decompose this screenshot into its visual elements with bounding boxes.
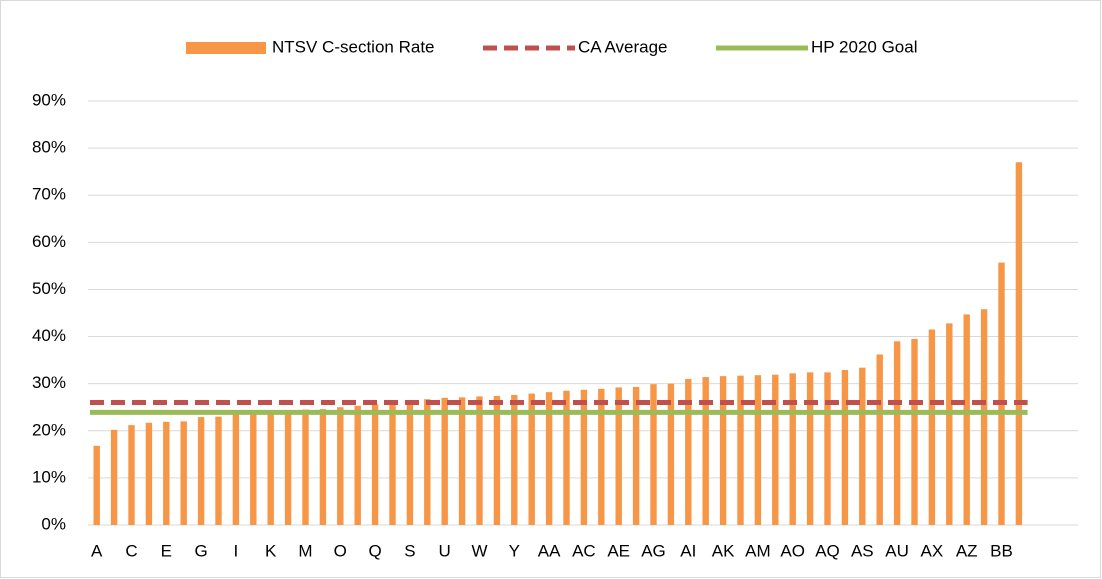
x-tick-label: O [334,541,347,560]
bar [980,309,988,525]
bar [476,396,483,525]
bar [371,404,379,525]
legend-label: HP 2020 Goal [811,37,917,56]
bar [458,397,466,525]
bar [284,412,292,525]
bar [319,409,327,525]
bar [632,386,640,525]
bar [424,399,431,525]
bar [580,389,588,525]
y-tick-label: 70% [32,185,66,204]
x-tick-label: I [234,541,239,560]
bar [528,393,535,525]
bar [250,413,257,525]
x-tick-label: AE [607,541,630,560]
x-tick-label: AQ [815,541,840,560]
y-tick-label: 0% [41,514,66,533]
bar [493,395,501,525]
x-tick-label: U [439,541,451,560]
bar [441,397,448,525]
x-tick-label: AI [680,541,696,560]
bar [215,416,222,525]
x-tick-label: AX [921,541,944,560]
legend-label: CA Average [578,37,667,56]
x-tick-label: AU [885,541,909,560]
bar [615,387,622,525]
bar [702,377,709,525]
x-tick-label: AM [745,541,771,560]
bar [737,375,744,525]
bar [911,338,918,525]
x-tick-label: AK [712,541,735,560]
bar [389,402,396,525]
x-tick-label: Y [509,541,520,560]
bar [841,370,849,525]
bar [337,407,344,525]
x-tick-label: BB [990,541,1013,560]
y-tick-label: 90% [32,90,66,109]
bar [789,373,796,525]
bar [650,384,657,525]
bar [354,405,361,525]
bar [754,375,762,525]
x-tick-label: M [298,541,312,560]
x-tick-label: A [91,541,103,560]
bar [302,409,309,525]
bar [197,417,205,525]
x-tick-label: AC [572,541,596,560]
bar [806,372,814,525]
bar [946,323,953,525]
bar [893,341,901,525]
y-tick-label: 50% [32,279,66,298]
bar [232,414,240,525]
x-tick-label: AS [851,541,874,560]
bar [772,374,779,525]
bar [1015,162,1023,525]
legend-swatch [186,42,266,54]
bar [128,425,135,525]
bar [859,367,866,525]
y-tick-label: 10% [32,467,66,486]
x-tick-label: AZ [956,541,978,560]
y-tick-label: 60% [32,232,66,251]
x-tick-label: C [125,541,137,560]
x-tick-label: AG [641,541,666,560]
x-tick-label: AA [538,541,561,560]
bar [180,421,187,525]
y-tick-label: 80% [32,138,66,157]
bar [963,314,970,525]
x-tick-label: AO [780,541,805,560]
x-tick-label: K [265,541,277,560]
bar [406,401,414,525]
y-tick-label: 30% [32,373,66,392]
bar [545,392,553,525]
bar [928,329,936,525]
bar [511,394,518,525]
bar [667,383,675,525]
bar [267,413,274,525]
bar [685,378,692,525]
bar [998,262,1005,525]
bar [110,429,118,525]
y-tick-label: 40% [32,326,66,345]
y-tick-label: 20% [32,420,66,439]
legend-label: NTSV C-section Rate [272,37,435,56]
bar [876,354,883,525]
bar [563,390,570,525]
bar [145,422,153,525]
x-tick-label: Q [368,541,381,560]
x-tick-label: G [194,541,207,560]
bar [598,388,605,525]
x-tick-label: W [471,541,487,560]
bar [93,445,100,525]
x-tick-label: S [404,541,415,560]
x-tick-label: E [161,541,172,560]
bar [824,372,831,525]
bar [163,421,170,525]
bar [719,376,727,525]
